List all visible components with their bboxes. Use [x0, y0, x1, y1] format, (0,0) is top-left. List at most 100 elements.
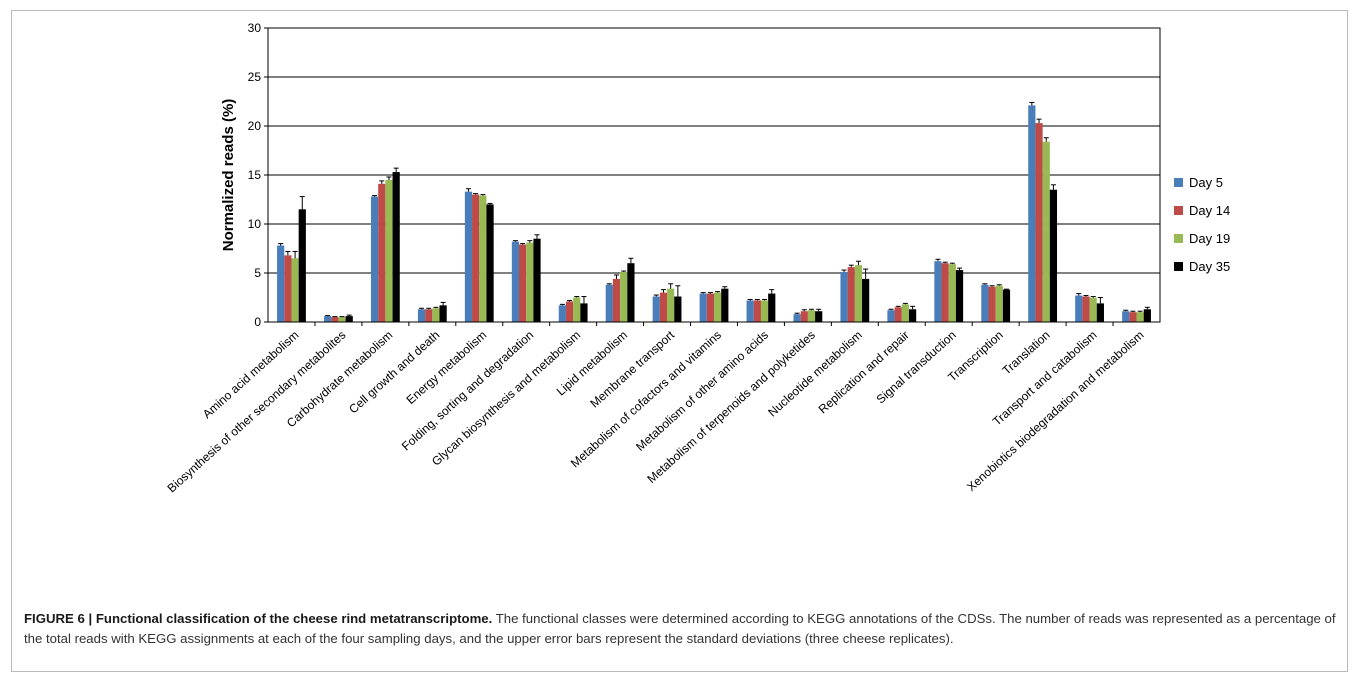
y-tick-label: 30: [248, 21, 262, 35]
bar: [746, 300, 754, 322]
bar: [652, 296, 660, 322]
bar: [1136, 312, 1144, 322]
bar-chart: 0 5 10 15 20 25 30 Amino acid metabolismBiosyn…: [165, 21, 1231, 495]
bar: [1042, 141, 1050, 322]
x-tick-label: Biosynthesis of other secondary metaboli…: [165, 328, 349, 496]
bar: [981, 284, 989, 322]
bar: [526, 242, 534, 322]
bar: [1143, 309, 1151, 322]
x-tick-label: Energy metabolism: [404, 328, 490, 407]
y-tick-label: 5: [254, 266, 261, 280]
bar: [432, 308, 440, 322]
bar: [345, 316, 353, 322]
bar: [338, 317, 346, 322]
bar: [324, 316, 332, 322]
x-tick-label: Replication and repair: [816, 328, 912, 417]
bar: [1075, 295, 1083, 322]
caption-text: The functional classes were determined a…: [24, 611, 1336, 646]
bar: [331, 317, 339, 322]
bar: [1002, 289, 1011, 322]
bar: [1129, 312, 1137, 322]
bar: [908, 309, 917, 322]
legend-swatch: [1174, 262, 1183, 271]
bar: [1089, 297, 1097, 322]
y-tick-label: 10: [248, 217, 262, 231]
y-tick-labels: 0 5 10 15 20 25 30: [248, 21, 268, 329]
bar: [721, 288, 729, 322]
bar: [862, 278, 870, 322]
bar: [1035, 123, 1043, 322]
bar: [1082, 296, 1090, 322]
bar: [533, 238, 541, 322]
bar: [854, 265, 863, 322]
bar: [580, 303, 588, 322]
bar: [1049, 189, 1058, 322]
bar: [511, 241, 520, 322]
legend: Day 5 Day 14 Day 19 Day 35: [1174, 175, 1230, 274]
bar: [887, 310, 895, 322]
bar: [793, 314, 801, 322]
bar: [840, 272, 848, 322]
legend-swatch: [1174, 234, 1183, 243]
bar: [934, 261, 942, 322]
bar: [519, 244, 527, 322]
y-tick-label: 15: [248, 168, 262, 182]
bar: [370, 196, 379, 322]
bar: [277, 245, 285, 322]
bar: [558, 305, 566, 322]
bar: [612, 278, 621, 322]
legend-label: Day 5: [1189, 175, 1223, 190]
bar: [901, 304, 909, 322]
bar: [995, 285, 1003, 322]
bar: [439, 305, 447, 322]
bar: [714, 292, 722, 322]
x-tick-label: Signal transduction: [874, 328, 959, 407]
x-tick-label: Cell growth and death: [346, 328, 442, 417]
bar: [847, 267, 855, 322]
x-tick-label: Metabolism of terpenoids and polyketides: [644, 328, 817, 486]
bar: [807, 310, 816, 322]
bar: [1122, 311, 1130, 322]
y-tick-label: 20: [248, 119, 262, 133]
bar: [472, 194, 480, 322]
bar: [659, 292, 668, 322]
y-axis-label: Normalized reads (%): [220, 99, 237, 252]
bar: [486, 204, 494, 322]
bar: [378, 183, 386, 322]
bar: [479, 195, 487, 322]
bar: [605, 284, 613, 322]
gridlines: [268, 27, 1160, 274]
bar-series: [277, 101, 1151, 322]
bar: [768, 293, 776, 322]
bar: [941, 263, 949, 322]
bar: [627, 263, 635, 322]
bar: [674, 296, 682, 322]
bar: [417, 309, 426, 322]
bar: [565, 301, 574, 322]
x-tick-label: Membrane transport: [587, 327, 677, 410]
bar: [392, 172, 400, 322]
bar: [988, 286, 996, 322]
figure-caption: FIGURE 6 | Functional classification of …: [24, 609, 1339, 649]
bar: [291, 258, 299, 322]
legend-swatch: [1174, 178, 1183, 187]
bar: [753, 300, 761, 322]
legend-swatch: [1174, 206, 1183, 215]
bar: [1028, 105, 1036, 322]
bar: [1096, 303, 1104, 322]
bar: [706, 293, 714, 322]
figure-frame: [11, 10, 1348, 672]
bar: [948, 264, 956, 322]
bar: [284, 255, 292, 322]
bar: [955, 270, 964, 322]
x-tick-label: Xenobiotics biodegradation and metabolis…: [964, 328, 1146, 494]
legend-label: Day 19: [1189, 231, 1230, 246]
bar: [464, 191, 473, 322]
bar: [620, 272, 628, 322]
caption-label: FIGURE 6 | Functional classification of …: [24, 611, 493, 626]
bar: [573, 297, 581, 322]
bar: [425, 309, 433, 322]
y-tick-label: 0: [254, 315, 261, 329]
legend-label: Day 35: [1189, 259, 1230, 274]
